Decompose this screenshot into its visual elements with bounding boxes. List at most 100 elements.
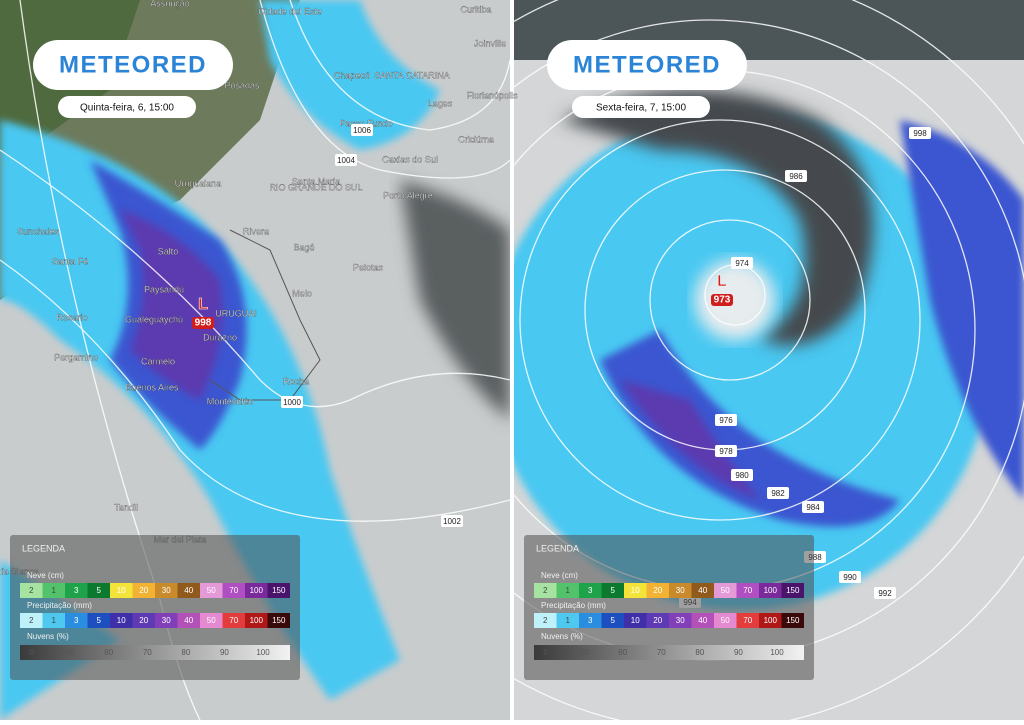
legend-cell — [110, 583, 133, 598]
place-label: Rivera — [243, 226, 269, 236]
isobar-label-bg — [715, 414, 737, 426]
logo-bg — [33, 40, 233, 90]
place-label: Melo — [292, 288, 312, 298]
isobar-label-bg — [281, 396, 303, 408]
isobar-label-bg — [441, 515, 463, 527]
legend-cell-label: 50 — [721, 586, 730, 595]
legend-cell-label: 20 — [653, 586, 662, 595]
legend-cell — [42, 613, 65, 628]
legend-cell-label: 40 — [698, 586, 707, 595]
legend-cell — [20, 583, 43, 598]
legend-bg — [10, 535, 300, 680]
isobar-label: 976 — [719, 416, 733, 425]
place-label: Passo Fundo — [339, 118, 392, 128]
legend-cell — [245, 613, 268, 628]
isobar-label-bg — [802, 501, 824, 513]
legend-cell-label: 70 — [657, 648, 666, 657]
isobar-label: 990 — [843, 573, 857, 582]
legend-cell-label: 3 — [588, 586, 593, 595]
place-label: URUGUAI — [215, 308, 257, 318]
legend-cell — [110, 613, 133, 628]
place-label: Joinville — [474, 38, 506, 48]
legend-cell — [781, 583, 804, 598]
place-label: Chapecó — [334, 70, 370, 80]
legend-cell — [177, 613, 200, 628]
legend-cell — [624, 613, 647, 628]
isobar-label-bg — [731, 257, 753, 269]
legend-cell-label: 80 — [181, 648, 190, 657]
legend-cell-label: 20 — [653, 616, 662, 625]
legend-cell-label: 5 — [97, 616, 102, 625]
legend-cell — [714, 613, 737, 628]
legend-cell-label: 100 — [764, 616, 778, 625]
legend-cell-label: 50 — [721, 616, 730, 625]
logo: METEORED — [59, 51, 207, 78]
clouds — [400, 180, 510, 420]
divider — [510, 0, 514, 720]
legend-cell-label: 70 — [743, 586, 752, 595]
legend-cell-label: 2 — [543, 616, 548, 625]
legend-cell-label: 5 — [611, 586, 616, 595]
legend-cell — [646, 613, 669, 628]
legend-cell-label: 2 — [29, 616, 34, 625]
place-label: Durazno — [203, 332, 237, 342]
precipitation — [900, 120, 1024, 500]
place-label: Porto Alegre — [383, 190, 433, 200]
isobar-label: 992 — [878, 589, 892, 598]
place-label: Florianópolis — [466, 90, 518, 100]
legend-cell — [65, 583, 88, 598]
legend-cell-label: 2 — [543, 586, 548, 595]
legend-cell-label: 80 — [695, 648, 704, 657]
legend-cell-label: 30 — [676, 586, 685, 595]
low-value: 973 — [714, 295, 731, 306]
legend-cell — [759, 583, 782, 598]
legend-cell — [267, 613, 290, 628]
isobar-label-bg — [335, 154, 357, 166]
legend-row-title: Neve (cm) — [541, 571, 578, 580]
logo-bg — [547, 40, 747, 90]
place-label: Criciúma — [458, 134, 494, 144]
low-value-bg — [711, 294, 733, 306]
panel: Assunção Cidade del Este Curitiba Posadas Ch… — [0, 0, 518, 680]
legend-cell-label: 70 — [229, 586, 238, 595]
place-label: Pergamino — [54, 352, 98, 362]
isobar-label: 988 — [808, 553, 822, 562]
panel: 998986974976978980982984988990992994L973… — [524, 40, 931, 680]
isobar-label-bg — [839, 571, 861, 583]
legend-cell — [222, 613, 245, 628]
isobar-label: 980 — [735, 471, 749, 480]
place-label: Gualeguaychú — [125, 314, 183, 324]
legend-cell — [646, 583, 669, 598]
isobar-label: 982 — [771, 489, 785, 498]
legend-cell-label: 1 — [566, 586, 571, 595]
legend-cell — [132, 583, 155, 598]
isobar-label: 986 — [789, 172, 803, 181]
legend-cell-label: 5 — [97, 586, 102, 595]
legend-cell-label: 2 — [29, 586, 34, 595]
legend-cell-label: 3 — [74, 586, 79, 595]
legend-cell — [200, 583, 223, 598]
place-label: Lages — [428, 98, 453, 108]
place-label: Bagé — [293, 242, 314, 252]
legend-cell — [781, 613, 804, 628]
place-label: Santa Maria — [292, 176, 341, 186]
legend-cell-label: 150 — [786, 586, 800, 595]
legend-cell — [155, 613, 178, 628]
legend-cell — [534, 583, 557, 598]
legend-cell — [601, 613, 624, 628]
legend-cell — [155, 583, 178, 598]
legend-cell-label: 5 — [611, 616, 616, 625]
isobar-label: 1004 — [337, 156, 355, 165]
isobar-label: 1002 — [443, 517, 461, 526]
precipitation — [600, 330, 900, 527]
legend-cell — [736, 583, 759, 598]
logo: METEORED — [573, 51, 721, 78]
legend-cell — [132, 613, 155, 628]
legend-cell-label: 40 — [698, 616, 707, 625]
legend-cell-label: 30 — [676, 616, 685, 625]
legend-cell-label: 10 — [631, 616, 640, 625]
isobar-label: 978 — [719, 447, 733, 456]
legend-cell — [556, 613, 579, 628]
place-label: SANTA CATARINA — [374, 70, 450, 80]
